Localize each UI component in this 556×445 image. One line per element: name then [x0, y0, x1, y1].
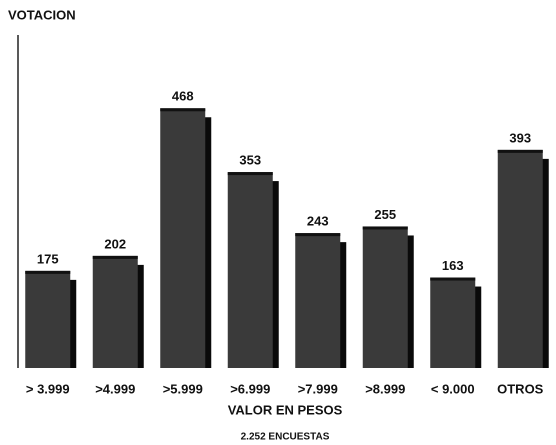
bar [430, 277, 476, 368]
data-label: 353 [239, 153, 261, 168]
x-tick-label: < 9.000 [431, 381, 475, 396]
data-label: 202 [104, 236, 126, 251]
bar-edge [295, 233, 341, 237]
bar-edge [362, 226, 408, 230]
bar [227, 172, 273, 368]
x-tick-label: OTROS [497, 381, 544, 396]
data-label: 175 [37, 251, 59, 266]
x-tick-label: >7.999 [298, 381, 338, 396]
bar [92, 255, 138, 368]
bar-edge [25, 270, 71, 274]
data-label: 243 [307, 214, 329, 229]
bar [25, 270, 71, 368]
x-tick-label: >6.999 [230, 381, 270, 396]
bar-edge [497, 149, 543, 153]
bar [295, 233, 341, 368]
data-label: 163 [442, 258, 464, 273]
bar [497, 149, 543, 368]
bar-edge [160, 108, 206, 112]
bar [362, 226, 408, 368]
bar-edge [227, 172, 273, 176]
bar [160, 108, 206, 368]
y-axis-label: VOTACION [8, 7, 76, 22]
data-label: 468 [172, 89, 194, 104]
note: 2.252 ENCUESTAS [241, 432, 330, 443]
bar-edge [92, 255, 138, 259]
x-axis-label: VALOR EN PESOS [228, 402, 343, 417]
data-label: 255 [374, 207, 396, 222]
x-tick-label: >8.999 [365, 381, 405, 396]
x-tick-label: >5.999 [163, 381, 203, 396]
x-tick-label: >4.999 [95, 381, 135, 396]
bar-edge [430, 277, 476, 281]
x-tick-label: > 3.999 [26, 381, 70, 396]
data-label: 393 [509, 130, 531, 145]
